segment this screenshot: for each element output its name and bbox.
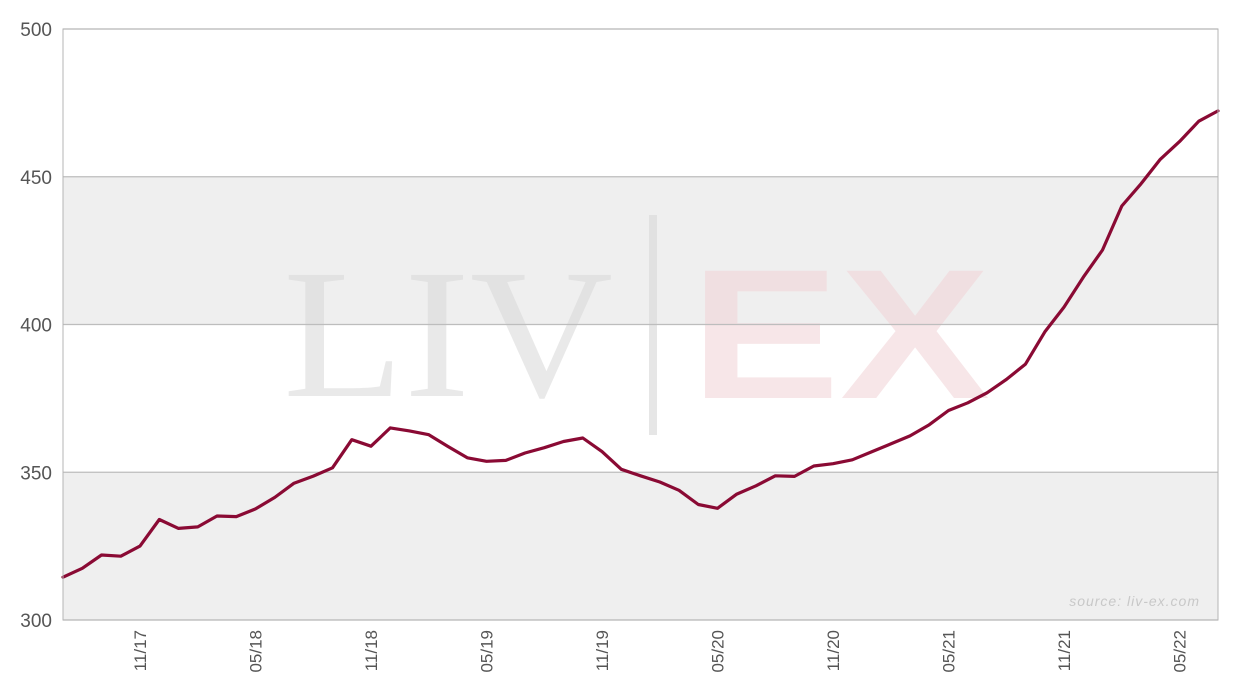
y-tick-label: 300 [20,611,52,632]
y-tick-label: 450 [20,168,52,189]
series-line [61,109,1220,579]
x-axis-ticks: 11/17 05/18 11/18 05/19 11/19 05/20 11/20 05/21… [131,630,1190,673]
x-tick-label: 05/19 [478,630,497,673]
x-tick-label: 11/19 [593,630,612,671]
x-tick-label: 11/21 [1055,630,1074,671]
source-note: source: liv-ex.com [1069,593,1200,609]
x-tick-label: 11/18 [362,630,381,671]
grid-band [63,176,1218,325]
x-tick-label: 05/18 [247,630,266,673]
x-tick-label: 11/20 [824,630,843,671]
y-tick-label: 350 [20,463,52,484]
x-tick-label: 05/22 [1171,630,1190,673]
watermark-ex: EX [690,232,990,438]
y-tick-label: 400 [20,316,52,337]
series-group [61,109,1220,579]
watermark-liv: LIV [283,232,613,437]
x-tick-label: 05/21 [940,630,959,673]
plot-border [62,28,1219,621]
grid-band [63,472,1218,620]
liv-ex-watermark: LIV EX [283,215,990,438]
grid-bands [63,176,1218,620]
y-axis-ticks: 300 350 400 450 500 [20,20,52,632]
x-tick-label: 05/20 [709,630,728,673]
y-tick-label: 500 [20,20,52,41]
x-tick-label: 11/17 [131,630,150,671]
